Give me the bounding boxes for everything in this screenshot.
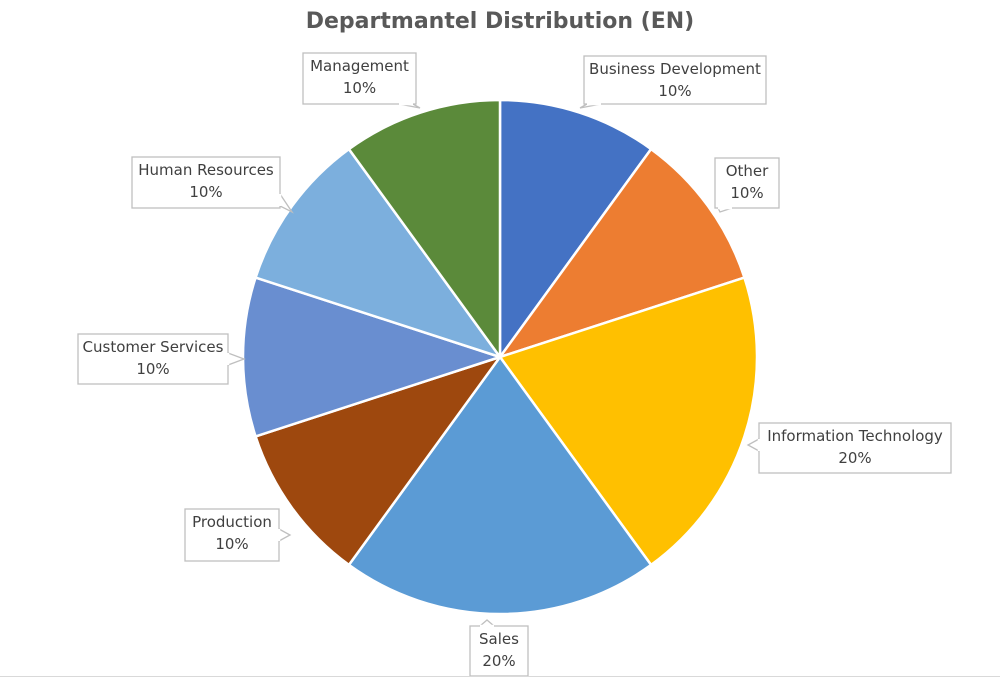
data-labels: Business Development 10% Other 10% Informati… (77, 52, 952, 677)
slice-human-resources (254, 147, 502, 359)
data-label-business-development: Business Development 10% (579, 55, 767, 109)
slice-other (498, 147, 746, 359)
label-pointer (746, 437, 760, 453)
slice-customer-services (241, 276, 502, 438)
data-label-information-technology: Information Technology 20% (746, 422, 952, 474)
label-box (758, 422, 952, 474)
label-box (714, 157, 780, 209)
label-percent: 10% (189, 183, 222, 201)
label-percent: 10% (658, 82, 691, 100)
label-box (184, 508, 280, 562)
label-box (302, 52, 417, 105)
label-category: Other (726, 162, 769, 180)
label-category: Customer Services (83, 338, 224, 356)
label-pointer (279, 191, 294, 214)
bottom-divider (0, 676, 1000, 677)
data-label-sales: Sales 20% (469, 619, 529, 677)
label-box (77, 333, 229, 385)
label-percent: 10% (730, 184, 763, 202)
label-category: Information Technology (767, 427, 943, 445)
pie-slices (241, 98, 759, 616)
data-label-other: Other 10% (714, 157, 780, 213)
label-percent: 10% (136, 360, 169, 378)
label-category: Human Resources (138, 161, 274, 179)
label-percent: 20% (838, 449, 871, 467)
label-category: Business Development (589, 60, 761, 78)
label-percent: 10% (343, 79, 376, 97)
label-box (131, 156, 281, 209)
label-category: Production (192, 513, 272, 531)
data-label-human-resources: Human Resources 10% (131, 156, 294, 214)
slice-information-technology (498, 276, 759, 567)
label-pointer (278, 527, 292, 543)
slice-sales (347, 355, 653, 616)
label-percent: 10% (215, 535, 248, 553)
label-pointer (227, 352, 246, 366)
label-category: Management (310, 57, 409, 75)
label-box (469, 625, 529, 677)
slice-management (347, 98, 502, 359)
slice-business-development (498, 98, 653, 359)
slice-production (254, 355, 502, 567)
data-label-customer-services: Customer Services 10% (77, 333, 246, 385)
label-box (583, 55, 767, 105)
data-label-production: Production 10% (184, 508, 292, 562)
label-percent: 20% (482, 652, 515, 670)
chart-title: Departmantel Distribution (EN) (306, 9, 694, 34)
label-category: Sales (479, 630, 519, 648)
data-label-management: Management 10% (302, 52, 421, 109)
